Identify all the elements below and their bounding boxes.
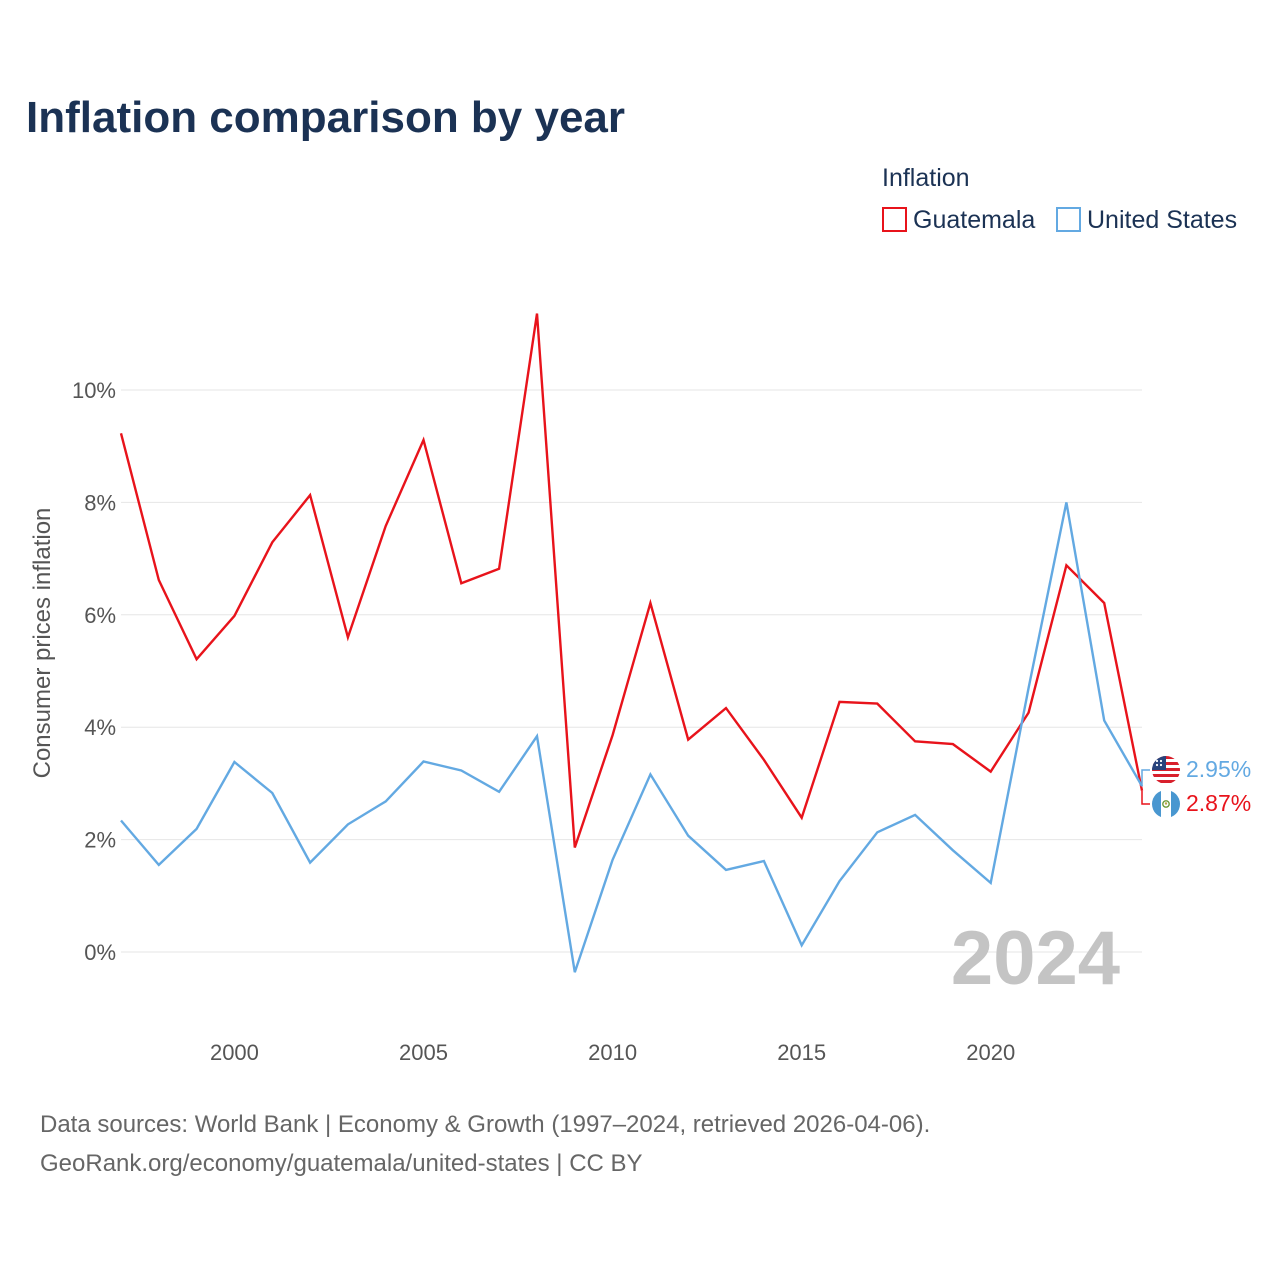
y-tick-label: 2% xyxy=(84,828,116,853)
y-tick-label: 4% xyxy=(84,715,116,740)
legend-item-guatemala[interactable]: Guatemala xyxy=(882,206,1035,234)
year-watermark: 2024 xyxy=(951,916,1120,1001)
y-tick-label: 0% xyxy=(84,940,116,965)
x-axis-ticks: 2000 2005 2010 2015 2020 xyxy=(210,1040,1015,1065)
us-end-connector xyxy=(1141,769,1150,787)
legend-label-guatemala: Guatemala xyxy=(913,206,1035,234)
x-tick-label: 2000 xyxy=(210,1040,259,1065)
legend-title: Inflation xyxy=(882,164,970,192)
x-tick-label: 2015 xyxy=(777,1040,826,1065)
guatemala-flag-icon xyxy=(1152,790,1180,818)
y-tick-label: 6% xyxy=(84,603,116,628)
end-labels: 2.95% 2.87% xyxy=(1141,756,1251,818)
y-axis-ticks: 0% 2% 4% 6% 8% 10% xyxy=(72,378,116,965)
y-tick-label: 10% xyxy=(72,378,116,403)
series-lines xyxy=(119,313,1144,973)
series-line-united-states xyxy=(120,502,1144,973)
x-tick-label: 2020 xyxy=(966,1040,1015,1065)
legend-swatch-united-states xyxy=(1056,207,1081,232)
source-line-2[interactable]: GeoRank.org/economy/guatemala/united-sta… xyxy=(40,1150,643,1177)
x-tick-label: 2005 xyxy=(399,1040,448,1065)
data-source-note: Data sources: World Bank | Economy & Gro… xyxy=(40,1105,930,1183)
us-end-value: 2.95% xyxy=(1186,756,1251,782)
gridlines xyxy=(121,389,1142,953)
series-line-guatemala xyxy=(119,313,1144,848)
x-tick-label: 2010 xyxy=(588,1040,637,1065)
legend-item-united-states[interactable]: United States xyxy=(1056,206,1237,234)
y-axis-title: Consumer prices inflation xyxy=(29,508,56,779)
source-line-1: Data sources: World Bank | Economy & Gro… xyxy=(40,1111,931,1138)
legend-label-united-states: United States xyxy=(1087,206,1237,234)
us-flag-icon xyxy=(1152,756,1180,784)
gt-end-value: 2.87% xyxy=(1186,790,1251,816)
gt-end-connector xyxy=(1141,790,1150,805)
chart-title: Inflation comparison by year xyxy=(26,93,625,142)
legend-swatch-guatemala xyxy=(882,207,907,232)
y-tick-label: 8% xyxy=(84,490,116,515)
